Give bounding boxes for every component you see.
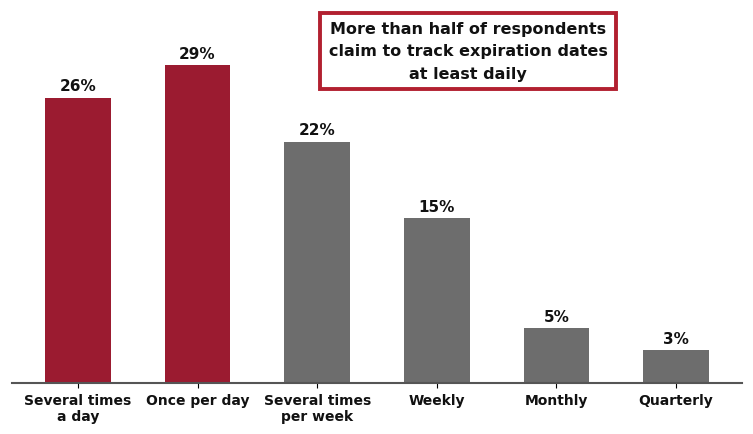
Bar [643, 350, 709, 383]
Bar [165, 66, 230, 383]
Text: 29%: 29% [179, 46, 216, 62]
Text: 15%: 15% [419, 200, 455, 214]
Text: 3%: 3% [663, 331, 689, 346]
Bar [285, 142, 350, 383]
Text: 5%: 5% [544, 309, 569, 324]
Bar [523, 329, 590, 383]
Bar [45, 99, 111, 383]
Text: More than half of respondents
claim to track expiration dates
at least daily: More than half of respondents claim to t… [329, 22, 608, 82]
Text: 26%: 26% [59, 79, 96, 94]
Bar [404, 219, 470, 383]
Text: 22%: 22% [299, 123, 336, 138]
